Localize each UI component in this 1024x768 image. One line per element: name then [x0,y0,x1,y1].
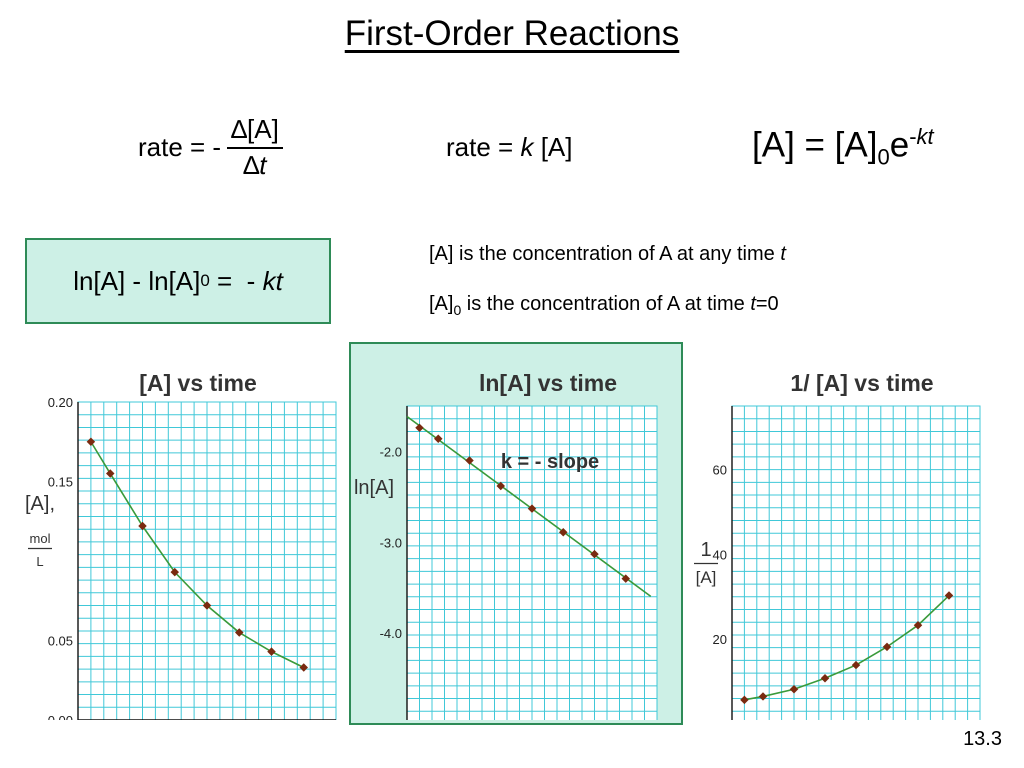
data-point [851,660,861,670]
note-any-time: [A] is the concentration of A at any tim… [429,243,786,266]
data-point [590,549,599,559]
concentration-vs-time-chart: [A] vs time05101520Time. sec.0.000.050.1… [25,370,337,720]
integrated-e: e [889,125,910,165]
rate-law-k: k [520,132,534,162]
note-any-time-var: t [780,243,786,265]
y-axis-label: [A], [25,493,55,515]
y-axis-label: [A] [696,568,717,587]
y-tick-label: 60 [713,463,727,478]
y-tick-label: 0 [720,717,727,720]
rate-def-delta: ∆ [243,150,260,180]
chart-title: ln[A] vs time [479,370,617,396]
integrated-exp-minus: - [909,124,917,149]
series-line [90,441,305,669]
note-any-time-text: [A] is the concentration of A at any tim… [429,243,781,265]
rate-law-prefix: rate = [446,132,514,162]
chart-title: [A] vs time [139,370,257,396]
data-point [621,574,630,583]
data-point [465,456,474,465]
data-point [299,663,308,672]
y-tick-label: 20 [713,632,727,647]
integrated-lhs: [A] = [A] [752,125,878,165]
series-line [406,415,652,597]
y-axis-label: L [36,554,43,569]
y-tick-label: -5.0 [380,717,402,720]
data-point [267,647,276,656]
y-tick-label: 40 [713,547,727,562]
y-axis-label: ln[A] [354,477,394,499]
integrated-rate-equation: [A] = [A]0e-kt [752,124,934,171]
slope-annotation: k = - slope [501,451,599,473]
data-point [496,481,505,491]
y-tick-label: -4.0 [380,626,402,641]
rate-law-equation: rate = k [A] [446,132,572,163]
boxed-part1: ln[A] - ln[A] [73,265,201,296]
note-initial-time: [A]0 is the concentration of A at time t… [429,293,779,318]
ln-concentration-vs-time-chart: ln[A] vs time05101520Time. sec-2.0-3.0-4… [354,370,658,720]
rate-law-suffix: [A] [540,132,573,162]
data-point [415,423,424,433]
integrated-sub: 0 [877,144,890,170]
note-initial-after: is the concentration of A at time [461,293,751,315]
data-point [202,601,212,610]
y-tick-label: -2.0 [380,444,402,459]
note-initial-var: t [750,293,756,315]
slide-title: First-Order Reactions [344,14,680,53]
rate-def-t: t [259,150,267,180]
data-point [86,437,96,446]
y-axis-label: 1 [700,539,711,561]
rate-def-prefix: rate = - [138,132,222,162]
y-tick-label: 0.00 [48,713,73,720]
y-tick-label: 0.20 [48,395,73,410]
integrated-exp: kt [916,124,934,149]
rate-definition-equation: rate = - ∆[A] ∆t [138,114,283,181]
note-initial-text: [A] [429,293,454,315]
data-point [740,695,749,705]
y-tick-label: 0.15 [48,475,73,490]
y-axis-label: mol [30,531,51,546]
boxed-part2: = - [209,265,263,296]
boxed-sub: 0 [200,271,210,290]
data-point [882,642,892,652]
inverse-concentration-vs-time-chart: 1/ [A] vs time05101520Time. sec.02040601… [694,370,981,720]
boxed-kt: kt [262,265,283,296]
y-tick-label: 0.05 [48,634,73,649]
slide-number: 13.3 [963,728,1002,750]
data-point [434,434,443,443]
rate-def-numerator: ∆[A] [231,114,279,144]
note-initial-tail: =0 [755,293,779,315]
chart-title: 1/ [A] vs time [790,370,933,396]
series-line [744,594,950,701]
note-initial-sub: 0 [453,302,462,318]
boxed-log-equation: ln[A] - ln[A] 0 = - kt [25,238,331,324]
y-tick-label: -3.0 [380,535,402,550]
data-point [138,521,147,531]
data-point [106,469,115,478]
